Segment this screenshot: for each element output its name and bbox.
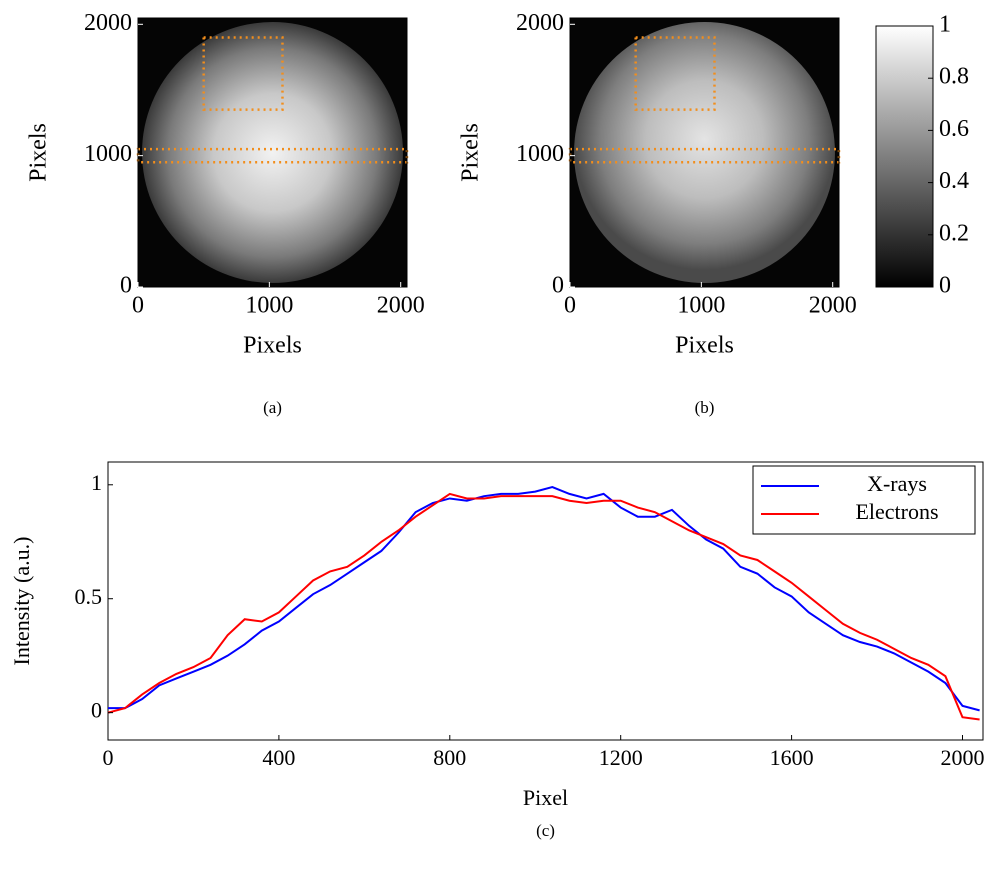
colorbar-tick-label: 0.8 (939, 64, 969, 90)
plot-frame (107, 461, 984, 741)
y-axis-label: Pixels (26, 123, 52, 182)
colorbar-tick-label: 0 (939, 273, 951, 299)
x-tick-label: 0 (132, 293, 144, 319)
legend-box (752, 465, 976, 535)
x-tick-label: 1000 (245, 293, 293, 319)
x-axis-label: Pixel (523, 785, 568, 810)
y-axis-label: Pixels (458, 123, 484, 182)
region (202, 36, 284, 111)
x-tick-label: 800 (433, 745, 466, 770)
x-tick-label: 2000 (809, 293, 857, 319)
y-tick-label: 2000 (84, 10, 132, 36)
y-tick-label: 2000 (516, 10, 564, 36)
y-tick-label: 1000 (84, 141, 132, 167)
x-tick-label: 1600 (770, 745, 814, 770)
caption: (c) (536, 821, 555, 840)
x-tick-label: 1200 (599, 745, 643, 770)
colorbar (875, 25, 934, 288)
colorbar-tick-label: 1 (939, 12, 951, 38)
y-tick-label: 0.5 (75, 584, 103, 609)
region (634, 36, 716, 111)
y-axis-label: Intensity (a.u.) (9, 537, 34, 666)
x-tick-label: 400 (262, 745, 295, 770)
plot-frame (137, 17, 408, 288)
image-disc (574, 22, 835, 283)
x-tick-label: 2000 (940, 745, 984, 770)
legend-label: Electrons (855, 499, 938, 524)
colorbar-tick-label: 0.2 (939, 220, 969, 246)
image-disc (142, 22, 403, 283)
x-tick-label: 0 (564, 293, 576, 319)
y-tick-label: 1 (91, 470, 102, 495)
plot-frame (569, 17, 840, 288)
x-tick-label: 2000 (377, 293, 425, 319)
legend-label: X-rays (867, 471, 927, 496)
y-tick-label: 0 (91, 698, 102, 723)
x-tick-label: 0 (103, 745, 114, 770)
x-tick-label: 1000 (677, 293, 725, 319)
colorbar-tick-label: 0.6 (939, 116, 969, 142)
line (107, 492, 980, 721)
colorbar-tick-label: 0.4 (939, 168, 969, 194)
y-tick-label: 1000 (516, 141, 564, 167)
y-tick-label: 0 (552, 273, 564, 299)
y-tick-label: 0 (120, 273, 132, 299)
caption: (b) (695, 398, 715, 417)
x-axis-label: Pixels (243, 333, 302, 359)
line (108, 486, 980, 712)
caption: (a) (263, 398, 282, 417)
x-axis-label: Pixels (675, 333, 734, 359)
